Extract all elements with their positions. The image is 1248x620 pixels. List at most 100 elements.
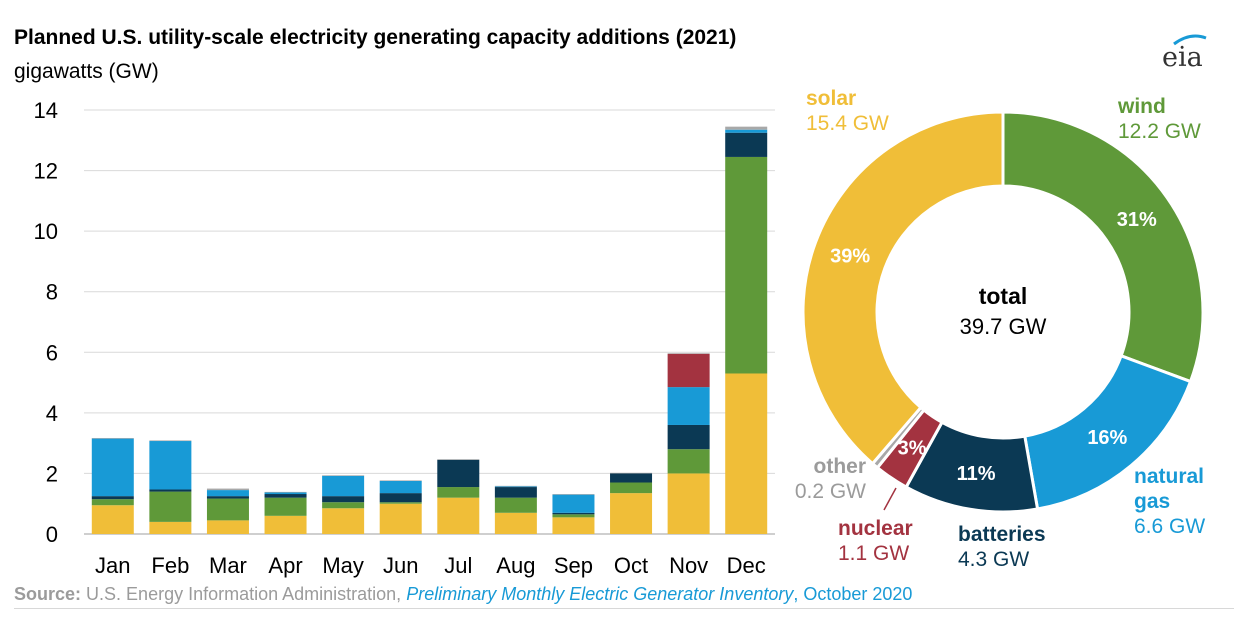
y-tick-label: 2 [46, 461, 58, 486]
legend-other: other 0.2 GW [776, 454, 866, 504]
legend-batteries-value: 4.3 GW [958, 548, 1030, 571]
bar-other-jul [437, 459, 480, 460]
bar-batteries-may [322, 496, 365, 503]
bar-other-oct [610, 472, 653, 474]
x-tick-label: Mar [209, 553, 247, 578]
bar-other-mar [206, 488, 249, 491]
x-tick-label: Jun [383, 553, 418, 578]
donut-center-label: total [979, 283, 1028, 309]
bar-natural-gas-nov [667, 387, 710, 425]
bar-other-may [322, 475, 365, 476]
legend-nuclear: nuclear 1.1 GW [838, 516, 913, 566]
y-tick-label: 6 [46, 340, 58, 365]
y-tick-label: 4 [46, 401, 58, 426]
x-tick-label: Aug [496, 553, 535, 578]
source-note: Source: U.S. Energy Information Administ… [14, 584, 912, 605]
bar-batteries-dec [725, 132, 768, 157]
bar-other-aug [494, 485, 537, 487]
legend-other-value: 0.2 GW [794, 480, 866, 503]
bar-solar-dec [725, 373, 768, 534]
bar-other-feb [149, 440, 192, 442]
x-tick-label: May [322, 553, 364, 578]
bar-batteries-aug [494, 487, 537, 498]
legend-wind-name: wind [1118, 95, 1166, 118]
bar-wind-feb [149, 491, 192, 522]
bar-batteries-mar [206, 496, 249, 499]
bar-batteries-nov [667, 424, 710, 450]
bar-solar-mar [206, 520, 249, 534]
bar-batteries-jan [91, 496, 134, 500]
y-tick-label: 8 [46, 280, 58, 305]
legend-other-name: other [813, 455, 867, 478]
bar-wind-nov [667, 449, 710, 474]
bar-solar-apr [264, 515, 307, 534]
bar-other-jun [379, 480, 422, 481]
bar-natural-gas-apr [264, 492, 307, 495]
legend-natural-gas: natural gas 6.6 GW [1134, 464, 1205, 539]
bar-natural-gas-dec [725, 129, 768, 133]
legend-wind-value: 12.2 GW [1118, 120, 1201, 143]
bar-batteries-feb [149, 489, 192, 492]
x-tick-label: Apr [268, 553, 302, 578]
bar-natural-gas-aug [494, 486, 537, 488]
bar-wind-dec [725, 156, 768, 374]
legend-wind: wind 12.2 GW [1118, 94, 1201, 144]
y-tick-label: 10 [34, 219, 58, 244]
bar-other-sep [552, 494, 595, 495]
bar-natural-gas-sep [552, 494, 595, 513]
donut-percent-label: 11% [957, 463, 996, 485]
legend-solar-name: solar [806, 87, 857, 110]
legend-natural-gas-name-1: natural [1134, 465, 1205, 488]
source-link[interactable]: Preliminary Monthly Electric Generator I… [406, 584, 794, 604]
x-tick-label: Sep [554, 553, 593, 578]
bar-solar-jul [437, 497, 480, 534]
x-tick-label: Jul [444, 553, 472, 578]
donut-slice-wind [1001, 110, 1205, 384]
y-tick-label: 14 [34, 98, 58, 123]
y-tick-label: 12 [34, 159, 58, 184]
legend-natural-gas-value: 6.6 GW [1134, 515, 1206, 538]
bar-solar-oct [610, 493, 653, 534]
x-tick-label: Feb [151, 553, 189, 578]
chart-subtitle: gigawatts (GW) [14, 60, 159, 83]
eia-logo: eia [1162, 42, 1203, 73]
legend-solar: solar 15.4 GW [806, 86, 889, 136]
nuclear-leader-line [883, 487, 897, 511]
bar-wind-aug [494, 497, 537, 513]
bar-solar-feb [149, 521, 192, 534]
bar-wind-apr [264, 497, 307, 516]
bar-natural-gas-may [322, 475, 365, 497]
y-tick-label: 0 [46, 522, 58, 547]
x-tick-label: Dec [727, 553, 766, 578]
bar-other-apr [264, 491, 307, 493]
bar-wind-oct [610, 482, 653, 494]
bar-other-nov [667, 353, 710, 354]
chart-title: Planned U.S. utility-scale electricity g… [14, 26, 737, 49]
bar-batteries-jun [379, 493, 422, 503]
bar-wind-mar [206, 498, 249, 521]
x-tick-label: Nov [669, 553, 708, 578]
bottom-divider [14, 608, 1234, 609]
bar-batteries-sep [552, 512, 595, 515]
legend-nuclear-value: 1.1 GW [838, 542, 910, 565]
donut-percent-label: 39% [830, 245, 870, 267]
bar-other-dec [725, 126, 768, 130]
donut-slice-solar [801, 110, 1005, 466]
bar-nuclear-nov [667, 353, 710, 388]
source-org: U.S. Energy Information Administration, [86, 584, 402, 604]
bar-natural-gas-jan [91, 438, 134, 497]
bar-wind-sep [552, 514, 595, 518]
legend-batteries: batteries 4.3 GW [958, 522, 1046, 572]
bar-other-jan [91, 437, 134, 439]
legend-batteries-name: batteries [958, 523, 1046, 546]
source-date: , October 2020 [793, 584, 913, 604]
legend-natural-gas-name-2: gas [1134, 490, 1171, 513]
bar-solar-may [322, 508, 365, 534]
bar-solar-nov [667, 473, 710, 534]
donut-percent-label: 31% [1117, 209, 1157, 231]
bar-natural-gas-mar [206, 490, 249, 497]
bar-wind-jul [437, 487, 480, 498]
bar-solar-jun [379, 503, 422, 534]
x-tick-label: Oct [614, 553, 648, 578]
